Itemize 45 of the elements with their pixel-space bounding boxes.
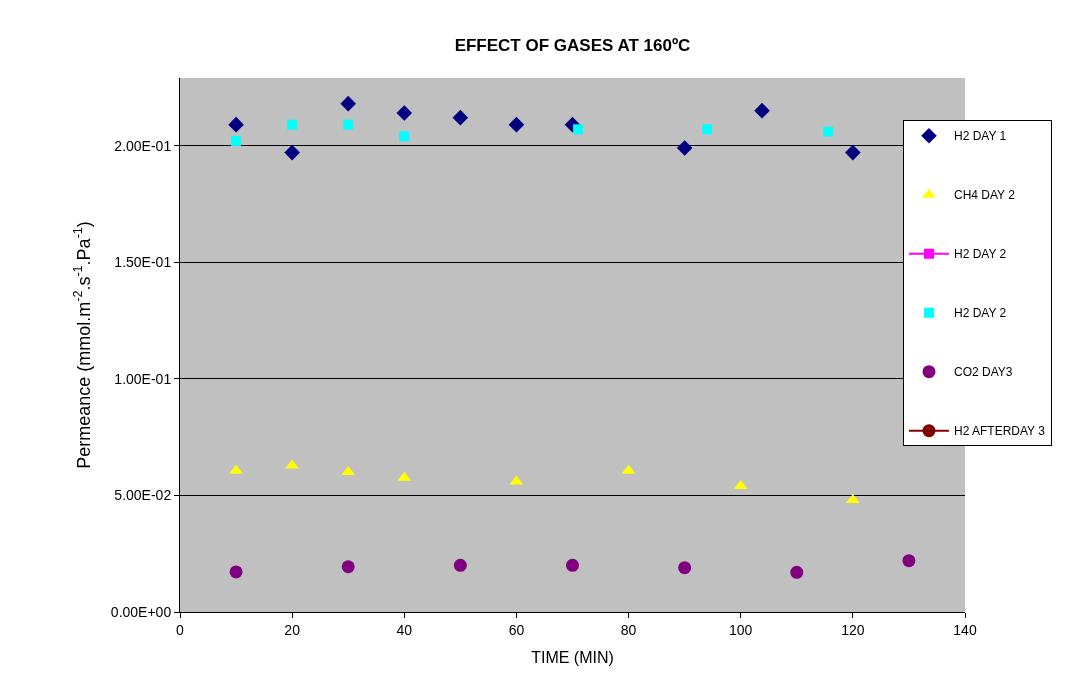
point: [508, 116, 525, 133]
y-tick-label: 1.50E-01: [114, 254, 172, 271]
point: [341, 560, 355, 574]
point: [702, 124, 713, 135]
point: [453, 558, 467, 572]
legend-label: CH4 DAY 2: [953, 188, 1016, 203]
legend-label: H2 DAY 1: [953, 129, 1007, 144]
point: [823, 126, 834, 137]
point: [573, 124, 584, 135]
point: [396, 105, 413, 121]
x-axis-title: TIME (MIN): [531, 649, 614, 667]
point: [287, 119, 298, 130]
point: [902, 554, 916, 568]
x-tick-label: 120: [841, 621, 865, 638]
point: [343, 119, 354, 130]
point: [399, 131, 410, 142]
point: [231, 135, 242, 146]
legend-label: H2 DAY 2: [953, 306, 1007, 321]
point: [566, 558, 579, 572]
x-tick-label: 60: [508, 621, 525, 638]
y-tick-label: 0.00E+00: [110, 603, 172, 620]
x-tick-label: 0: [176, 621, 185, 638]
x-tick-label: 40: [396, 621, 413, 638]
legend-label: CO2 DAY3: [953, 365, 1013, 380]
x-tick-label: 140: [953, 621, 977, 638]
chart-title: EFFECT OF GASES AT 160ºC: [454, 36, 691, 56]
point: [790, 565, 804, 579]
x-tick-label: 100: [729, 621, 753, 638]
y-tick-label: 1.00E-01: [114, 370, 172, 387]
point: [229, 565, 243, 579]
point: [229, 464, 243, 474]
legend-label: H2 AFTERDAY 3: [953, 424, 1046, 439]
point: [284, 144, 300, 161]
x-tick-label: 20: [284, 621, 301, 638]
point: [676, 140, 693, 156]
point: [754, 102, 770, 119]
point: [340, 95, 357, 112]
point: [678, 561, 692, 575]
point: [452, 109, 469, 126]
y-tick-label: 5.00E-02: [114, 487, 172, 504]
point: [845, 144, 861, 161]
x-tick-label: 80: [620, 621, 637, 638]
point: [228, 116, 244, 133]
y-tick-label: 2.00E-01: [114, 137, 172, 154]
legend-label: H2 DAY 2: [953, 247, 1007, 262]
